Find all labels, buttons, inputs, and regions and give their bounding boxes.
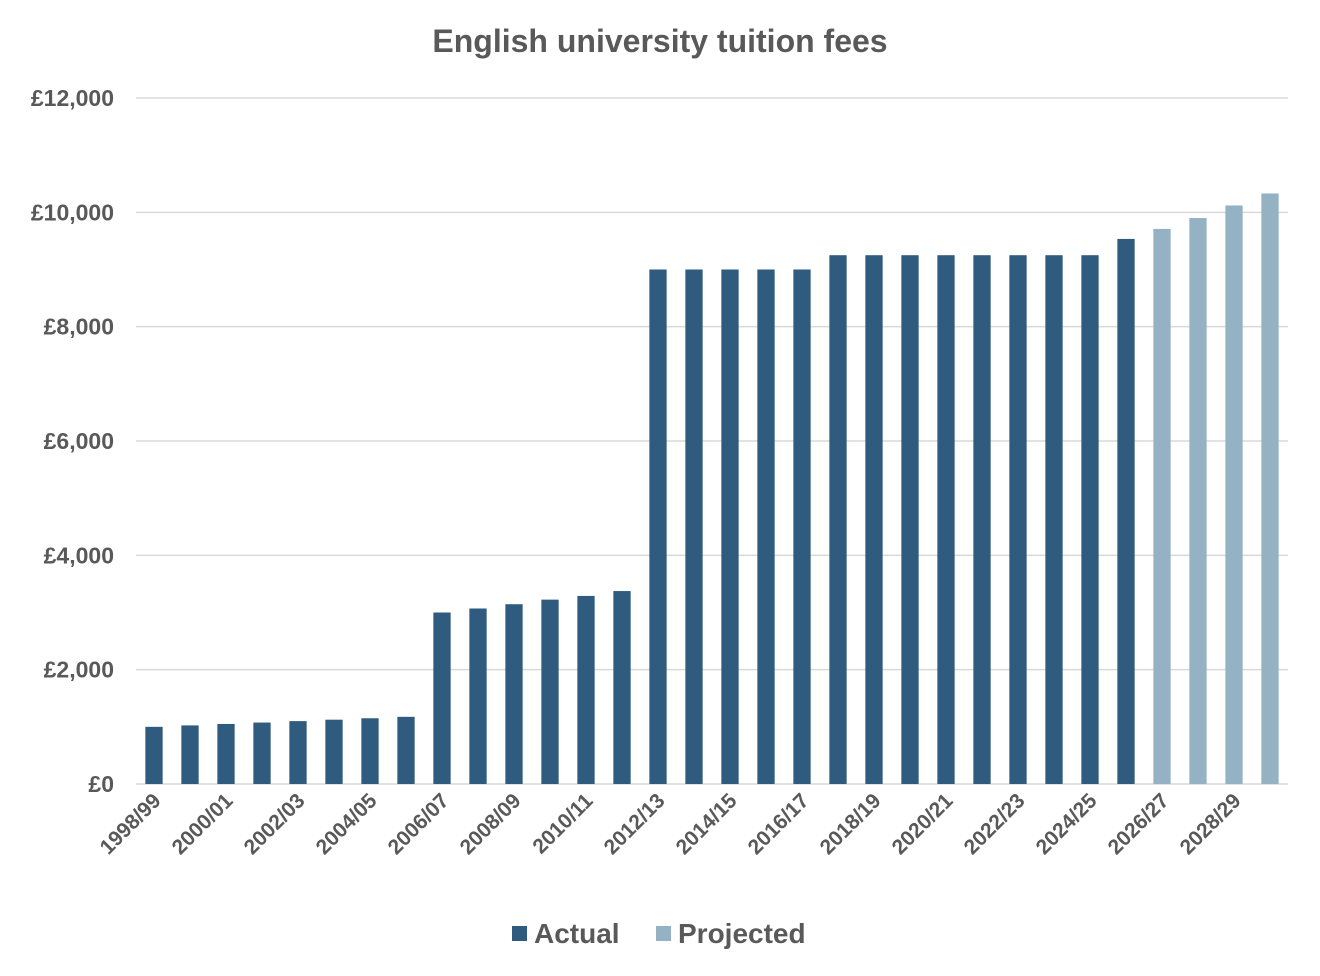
bar-projected-2026-27 xyxy=(1153,228,1171,784)
bar-actual-2011-12 xyxy=(613,591,631,784)
bar-actual-2005-06 xyxy=(397,716,415,784)
x-tick-label: 2026/27 xyxy=(1104,789,1174,859)
bar-actual-2019-20 xyxy=(901,255,919,785)
bar-actual-1998-99 xyxy=(145,726,163,784)
x-axis-ticks: 1998/99 2000/01 2002/03 2004/05 2006/07 2008/… xyxy=(96,789,1246,859)
bar-actual-2016-17 xyxy=(793,269,811,784)
x-tick-label: 2022/23 xyxy=(960,789,1030,859)
x-tick-label: 2004/05 xyxy=(312,789,382,859)
bar-actual-2002-03 xyxy=(289,721,307,784)
bar-actual-2023-24 xyxy=(1045,255,1063,785)
x-tick-label: 2002/03 xyxy=(240,789,310,859)
y-tick-label: £4,000 xyxy=(44,542,114,568)
x-tick-label: 2008/09 xyxy=(456,789,526,859)
bar-actual-2014-15 xyxy=(721,269,739,784)
bar-actual-2025-26 xyxy=(1117,238,1135,784)
bar-actual-2012-13 xyxy=(649,269,667,784)
x-tick-label: 2024/25 xyxy=(1032,789,1102,859)
y-tick-label: £6,000 xyxy=(44,428,114,454)
legend-label-actual: Actual xyxy=(534,918,620,949)
y-tick-label: £12,000 xyxy=(31,85,114,111)
bar-actual-2000-01 xyxy=(217,723,235,784)
bar-actual-2008-09 xyxy=(505,604,523,784)
bar-actual-2022-23 xyxy=(1009,255,1027,785)
bars xyxy=(145,193,1279,785)
bar-actual-2006-07 xyxy=(433,612,451,784)
bar-actual-2021-22 xyxy=(973,255,991,785)
x-tick-label: 2028/29 xyxy=(1176,789,1246,859)
x-tick-label: 2000/01 xyxy=(168,789,238,859)
bar-actual-2010-11 xyxy=(577,595,595,784)
bar-projected-2027-28 xyxy=(1189,218,1207,785)
legend-swatch-projected xyxy=(656,926,671,941)
bar-actual-2004-05 xyxy=(361,718,379,784)
chart-title: English university tuition fees xyxy=(432,23,887,59)
bar-actual-2001-02 xyxy=(253,722,271,784)
bar-actual-2003-04 xyxy=(325,719,343,784)
x-tick-label: 2020/21 xyxy=(888,789,958,859)
bar-actual-2020-21 xyxy=(937,255,955,785)
y-tick-label: £10,000 xyxy=(31,199,114,225)
y-tick-label: £8,000 xyxy=(44,314,114,340)
x-tick-label: 2014/15 xyxy=(672,789,742,859)
bar-projected-2029-30 xyxy=(1261,193,1279,785)
x-tick-label: 2018/19 xyxy=(816,789,886,859)
legend: Actual Projected xyxy=(512,918,806,949)
bar-actual-2013-14 xyxy=(685,269,703,784)
legend-swatch-actual xyxy=(512,926,527,941)
bar-actual-2017-18 xyxy=(829,255,847,785)
y-axis-ticks: £0 £2,000 £4,000 £6,000 £8,000 £10,000 £12,000 xyxy=(31,85,114,797)
bar-actual-2007-08 xyxy=(469,608,487,784)
gridlines xyxy=(136,97,1288,785)
y-tick-label: £2,000 xyxy=(44,657,114,683)
bar-actual-2024-25 xyxy=(1081,255,1099,785)
x-tick-label: 2012/13 xyxy=(600,789,670,859)
x-tick-label: 2006/07 xyxy=(384,789,454,859)
bar-projected-2028-29 xyxy=(1225,205,1243,784)
bar-actual-2009-10 xyxy=(541,599,559,784)
y-tick-label: £0 xyxy=(88,771,114,797)
x-tick-label: 2010/11 xyxy=(528,789,597,858)
bar-actual-2018-19 xyxy=(865,255,883,785)
legend-label-projected: Projected xyxy=(678,918,806,949)
x-tick-label: 2016/17 xyxy=(744,789,814,859)
bar-actual-1999-00 xyxy=(181,725,199,784)
x-tick-label: 1998/99 xyxy=(96,789,166,859)
bar-actual-2015-16 xyxy=(757,269,775,784)
